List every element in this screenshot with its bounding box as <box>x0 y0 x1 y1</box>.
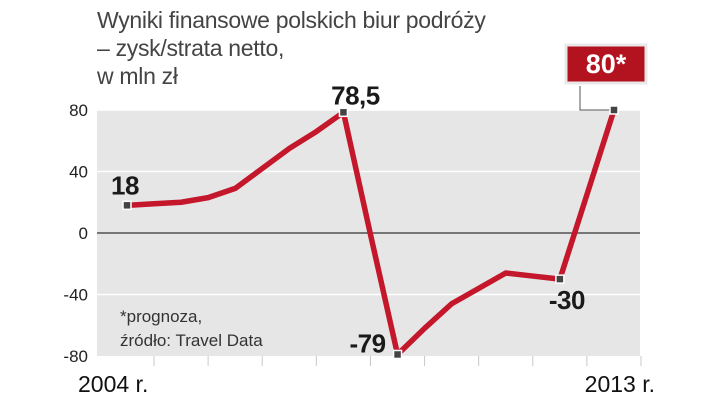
data-point-marker <box>392 349 403 360</box>
data-labels: 18 78,5 -79 -30 80* <box>111 43 648 360</box>
data-point-marker <box>338 107 349 118</box>
data-label-boxed: 80* <box>586 49 627 79</box>
chart-title: Wyniki finansowe polskich biur podróży –… <box>97 6 537 90</box>
note: *prognoza, źródło: Travel Data <box>120 307 263 350</box>
series <box>124 107 617 358</box>
x-axis-labels: 2004 r. 2013 r. <box>78 371 655 397</box>
data-point-marker <box>609 105 619 115</box>
chart-title-line-2: – zysk/strata netto, <box>97 35 285 61</box>
data-label: 78,5 <box>331 80 380 110</box>
x-axis-label-1: 2013 r. <box>585 371 655 397</box>
y-tick-label: 40 <box>69 163 88 182</box>
data-label: -79 <box>350 328 386 358</box>
y-tick-label: 80 <box>69 101 88 120</box>
x-axis-label-0: 2004 r. <box>78 371 148 397</box>
y-tick-label: 0 <box>79 224 88 243</box>
chart-title-line-1: Wyniki finansowe polskich biur podróży <box>97 7 486 33</box>
note-line-1: *prognoza, <box>120 307 202 326</box>
data-label: -30 <box>549 285 585 315</box>
data-point-marker <box>122 200 132 211</box>
chart-title-line-3: w mln zł <box>97 63 178 89</box>
callout-box <box>564 43 648 85</box>
grid <box>97 109 642 366</box>
callout-leader <box>579 86 614 111</box>
series-line <box>124 107 617 358</box>
note-line-2: źródło: Travel Data <box>120 331 263 350</box>
y-axis-ticks: 80 40 0 -40 -80 <box>63 101 88 366</box>
data-point-marker <box>555 274 565 284</box>
data-label: 18 <box>111 170 139 200</box>
y-tick-label: -40 <box>63 286 88 305</box>
y-tick-label: -80 <box>63 347 88 366</box>
